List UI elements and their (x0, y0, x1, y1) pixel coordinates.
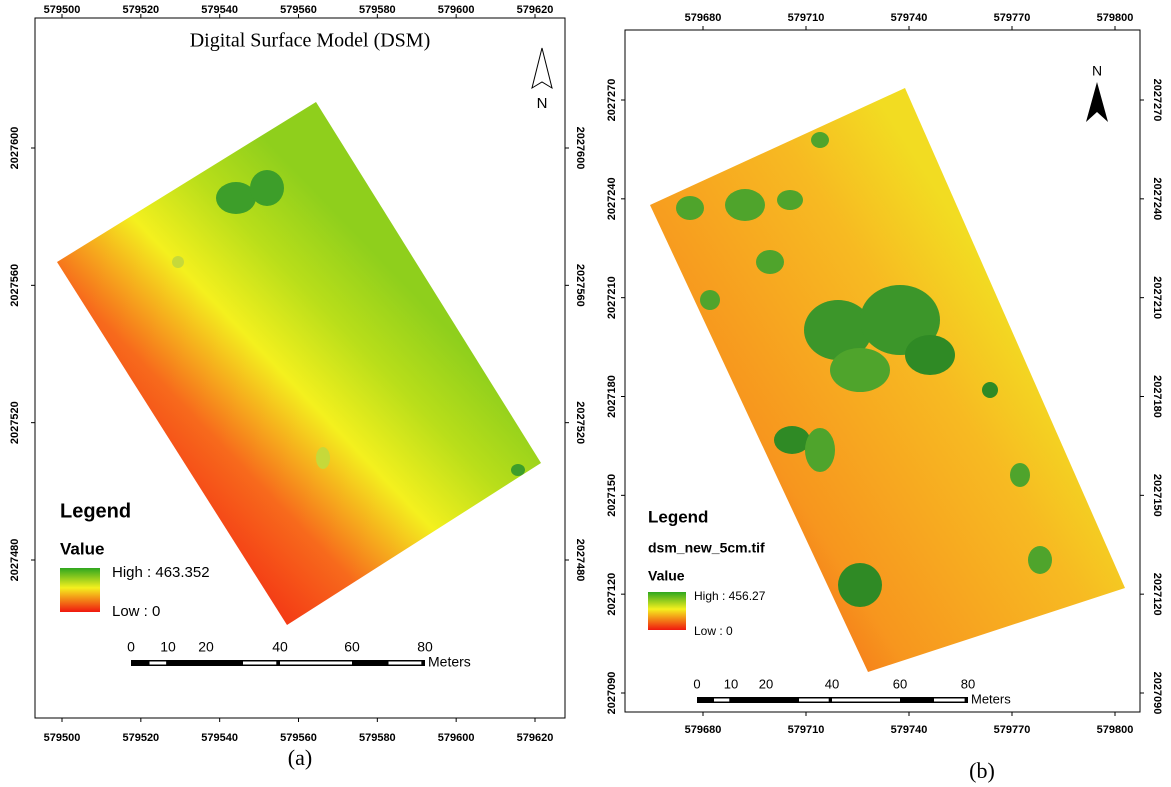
scale-unit: Meters (971, 691, 1011, 706)
y-tick-label: 2027560 (9, 264, 21, 307)
x-tick-label: 579580 (359, 732, 396, 744)
y-tick-label: 2027210 (1151, 276, 1163, 319)
tree-canopy (172, 170, 525, 476)
x-tick-label: 579500 (44, 732, 81, 744)
x-tick-label: 579620 (517, 4, 554, 16)
legend-high: High : 456.27 (694, 589, 766, 603)
x-tick-label: 579800 (1097, 724, 1134, 736)
x-tick-label: 579620 (517, 732, 554, 744)
scale-label: 10 (160, 639, 176, 655)
y-tick-label: 2027240 (1151, 177, 1163, 220)
y-tick-label: 2027600 (9, 127, 21, 170)
scale-unit: Meters (428, 654, 471, 670)
x-tick-label: 579740 (891, 12, 928, 24)
x-tick-label: 579680 (685, 12, 722, 24)
map-frame (624, 29, 1141, 713)
y-tick-label: 2027090 (606, 672, 618, 715)
y-tick-label: 2027210 (606, 276, 618, 319)
tree-canopy (676, 132, 1052, 607)
x-tick-label: 579500 (44, 4, 81, 16)
scale-bar-segment (388, 661, 422, 665)
north-label: N (1092, 63, 1102, 79)
scale-bar-segment (149, 661, 167, 665)
x-tick-label: 579710 (788, 12, 825, 24)
x-tick-label: 579580 (359, 4, 396, 16)
scale-bar-segment (714, 698, 730, 702)
y-tick-label: 2027150 (606, 474, 618, 517)
y-tick-label: 2027240 (606, 177, 618, 220)
y-tick-label: 2027270 (606, 79, 618, 122)
scale-label: 0 (127, 639, 135, 655)
x-tick-label: 579770 (994, 12, 1031, 24)
scale-label: 20 (759, 676, 773, 691)
north-arrow (531, 47, 553, 90)
x-tick-label: 579600 (438, 4, 475, 16)
north-arrow (1086, 82, 1108, 122)
scale-bar-segment (832, 698, 900, 702)
y-tick-label: 2027600 (574, 127, 586, 170)
caption: (a) (288, 745, 312, 770)
y-tick-label: 2027120 (606, 573, 618, 616)
scale-label: 40 (272, 639, 288, 655)
scale-bar (131, 660, 425, 666)
legend-field: Value (60, 539, 104, 558)
y-tick-label: 2027180 (1151, 375, 1163, 418)
scale-bar-segment (934, 698, 965, 702)
map-frame (34, 17, 566, 719)
y-tick-label: 2027520 (574, 401, 586, 444)
y-tick-label: 2027270 (1151, 79, 1163, 122)
y-tick-label: 2027480 (9, 539, 21, 582)
north-label: N (537, 95, 548, 112)
y-tick-label: 2027120 (1151, 573, 1163, 616)
scale-label: 0 (693, 676, 700, 691)
legend-low: Low : 0 (694, 624, 733, 638)
scale-label: 10 (724, 676, 738, 691)
map-title: Digital Surface Model (DSM) (190, 30, 431, 52)
caption: (b) (969, 758, 995, 783)
y-tick-label: 2027180 (606, 375, 618, 418)
x-tick-label: 579800 (1097, 12, 1134, 24)
x-tick-label: 579680 (685, 724, 722, 736)
scale-label: 40 (825, 676, 839, 691)
x-tick-label: 579600 (438, 732, 475, 744)
y-tick-label: 2027090 (1151, 672, 1163, 715)
legend-ramp (648, 592, 686, 630)
scale-label: 80 (417, 639, 433, 655)
x-tick-label: 579560 (280, 732, 317, 744)
x-tick-label: 579560 (280, 4, 317, 16)
legend-field: Value (648, 568, 685, 584)
scale-label: 60 (893, 676, 907, 691)
dsm-raster (650, 88, 1125, 672)
legend-title: Legend (648, 507, 708, 526)
scale-bar-segment (280, 661, 352, 665)
legend-ramp (60, 568, 100, 612)
scale-bar-segment (799, 698, 829, 702)
scale-label: 80 (961, 676, 975, 691)
y-tick-label: 2027480 (574, 539, 586, 582)
x-tick-label: 579770 (994, 724, 1031, 736)
legend-high: High : 463.352 (112, 564, 210, 581)
y-tick-label: 2027560 (574, 264, 586, 307)
x-tick-label: 579740 (891, 724, 928, 736)
x-tick-label: 579540 (201, 4, 238, 16)
x-tick-label: 579520 (122, 732, 159, 744)
x-tick-label: 579520 (122, 4, 159, 16)
scale-label: 20 (198, 639, 214, 655)
legend-layer: dsm_new_5cm.tif (648, 540, 765, 556)
legend-low: Low : 0 (112, 603, 160, 620)
legend-title: Legend (60, 500, 131, 522)
scale-bar-segment (243, 661, 277, 665)
x-tick-label: 579540 (201, 732, 238, 744)
scale-label: 60 (344, 639, 360, 655)
x-tick-label: 579710 (788, 724, 825, 736)
y-tick-label: 2027520 (9, 401, 21, 444)
y-tick-label: 2027150 (1151, 474, 1163, 517)
dsm-raster (57, 102, 541, 625)
